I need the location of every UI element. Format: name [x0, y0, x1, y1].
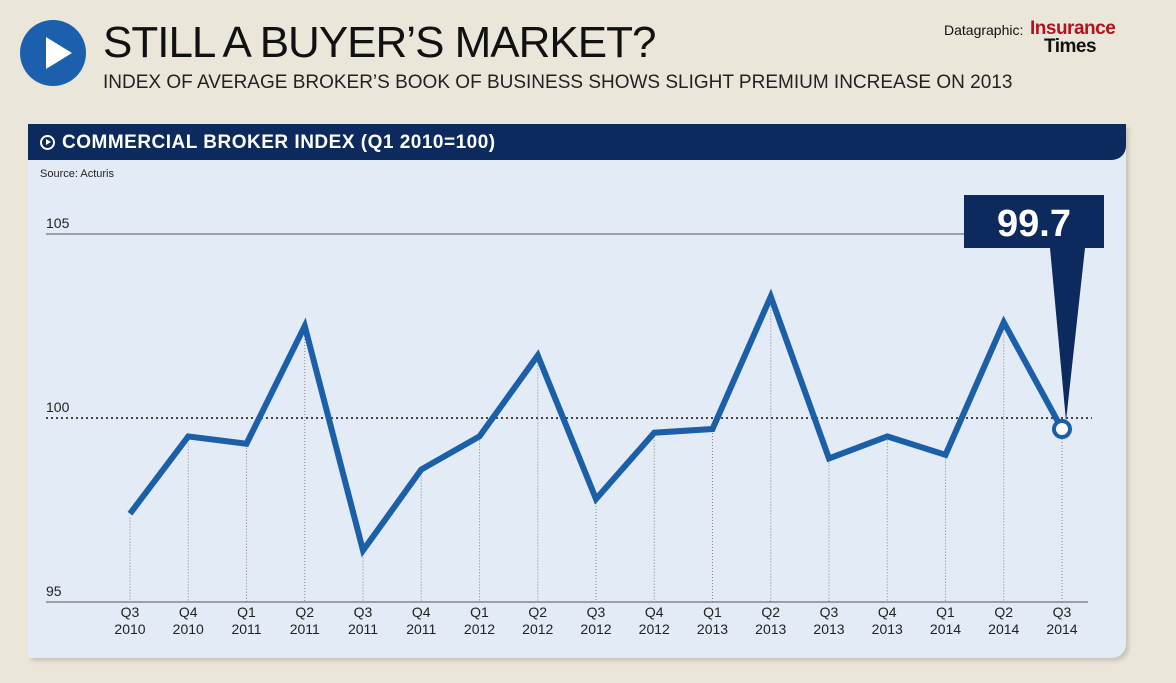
- page-title: STILL A BUYER’S MARKET?: [103, 18, 656, 67]
- callout-box: [964, 195, 1104, 422]
- x-tick-label: Q3 2012: [580, 604, 611, 637]
- x-tick-label: Q1 2012: [464, 604, 495, 637]
- datagraphic-credit: Datagraphic:: [944, 22, 1024, 38]
- x-tick-label: Q2 2011: [290, 604, 320, 637]
- x-tick-label: Q2 2012: [522, 604, 553, 637]
- series-line: [127, 288, 1065, 558]
- x-tick-label: Q3 2010: [114, 604, 145, 637]
- x-tick-label: Q4 2011: [406, 604, 436, 637]
- chart-title-bar: COMMERCIAL BROKER INDEX (Q1 2010=100): [28, 124, 1126, 160]
- x-tick-label: Q1 2011: [231, 604, 261, 637]
- chart-source: Source: Acturis: [40, 168, 114, 180]
- data-point-latest: [1052, 419, 1072, 440]
- x-tick-label: Q4 2012: [639, 604, 670, 637]
- x-tick-label: Q3 2011: [348, 604, 378, 637]
- x-tick-label: Q3 2013: [813, 604, 844, 637]
- play-icon: [20, 20, 86, 86]
- y-tick-label: 95: [46, 583, 62, 599]
- chart-panel: [28, 124, 1126, 658]
- x-tick-label: Q2 2013: [755, 604, 786, 637]
- y-tick-label: 105: [46, 215, 70, 231]
- chart-title: COMMERCIAL BROKER INDEX (Q1 2010=100): [62, 132, 496, 153]
- x-tick-label: Q3 2014: [1046, 604, 1077, 637]
- x-tick-label: Q2 2014: [988, 604, 1019, 637]
- circle-play-icon: [40, 135, 55, 150]
- x-tick-label: Q4 2010: [173, 604, 204, 637]
- x-tick-label: Q1 2014: [930, 604, 961, 637]
- y-tick-label: 100: [46, 399, 70, 415]
- x-tick-label: Q1 2013: [697, 604, 728, 637]
- page-subtitle: INDEX OF AVERAGE BROKER’S BOOK OF BUSINE…: [103, 72, 1013, 93]
- callout-value: 99.7: [997, 203, 1071, 245]
- insurance-times-logo: Insurance Times: [1030, 18, 1116, 57]
- x-tick-label: Q4 2013: [872, 604, 903, 637]
